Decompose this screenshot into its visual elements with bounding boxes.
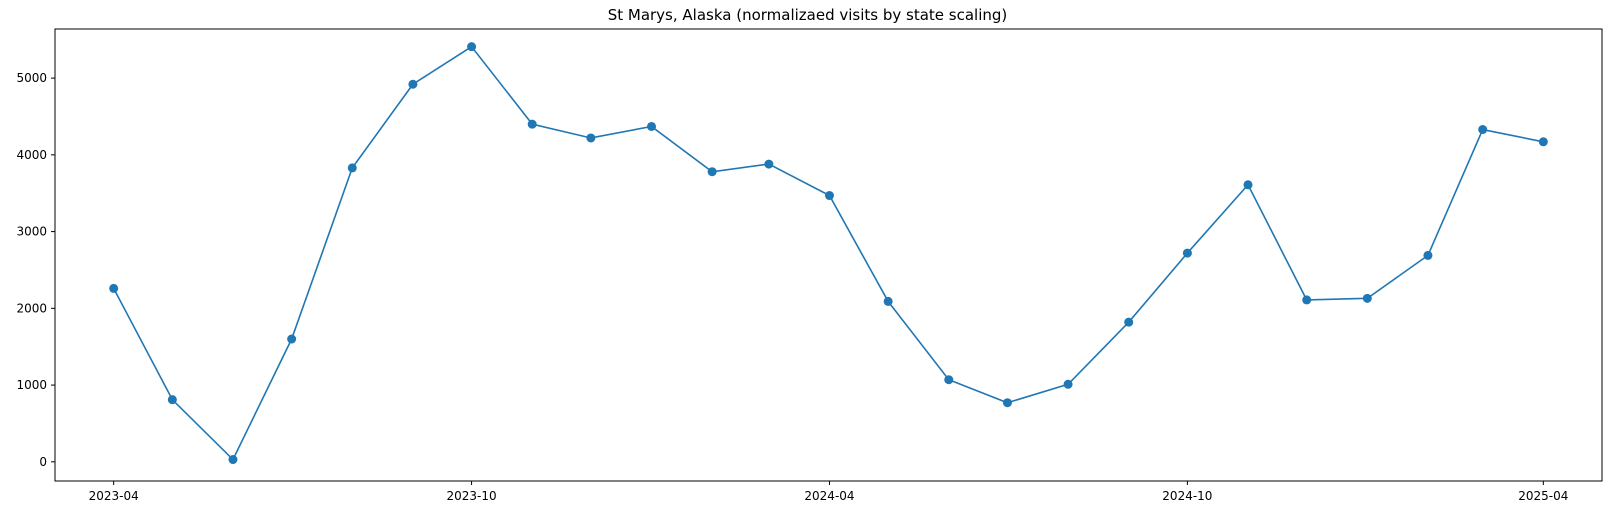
data-point xyxy=(228,455,238,465)
series-layer xyxy=(109,42,1548,465)
data-point xyxy=(824,191,834,201)
data-point xyxy=(1423,250,1433,260)
y-tick-label: 0 xyxy=(39,455,47,469)
y-tick-label: 5000 xyxy=(16,71,47,85)
data-point xyxy=(764,159,774,169)
x-tick-label: 2024-04 xyxy=(804,489,854,503)
data-point xyxy=(944,375,954,385)
data-point xyxy=(647,121,657,131)
data-point xyxy=(883,296,893,306)
data-point xyxy=(347,163,357,173)
data-point xyxy=(1002,398,1012,408)
x-tick-label: 2023-04 xyxy=(89,489,139,503)
y-tick-label: 1000 xyxy=(16,378,47,392)
data-point xyxy=(1124,317,1134,327)
chart-title: St Marys, Alaska (normalizaed visits by … xyxy=(607,6,1008,24)
y-tick-label: 3000 xyxy=(16,225,47,239)
data-point xyxy=(287,334,297,344)
data-point xyxy=(527,119,537,129)
y-tick-label: 2000 xyxy=(16,301,47,315)
data-point xyxy=(1302,295,1312,305)
data-point xyxy=(408,79,418,89)
x-tick-label: 2025-04 xyxy=(1518,489,1568,503)
x-tick-label: 2023-10 xyxy=(447,489,497,503)
data-point xyxy=(1182,248,1192,258)
data-point xyxy=(1243,180,1253,190)
y-tick-label: 4000 xyxy=(16,148,47,162)
data-point xyxy=(1538,137,1548,147)
data-point xyxy=(707,167,717,177)
data-point xyxy=(167,395,177,405)
data-point xyxy=(109,283,119,293)
data-point xyxy=(586,133,596,143)
y-axis: 0 1000 2000 3000 4000 5000 xyxy=(16,71,55,469)
data-point xyxy=(1063,379,1073,389)
plot-frame xyxy=(54,28,1603,482)
data-point xyxy=(467,42,477,52)
x-tick-label: 2024-10 xyxy=(1162,489,1212,503)
x-axis: 2023-04 2023-10 2024-04 2024-10 2025-04 xyxy=(89,481,1568,503)
data-point xyxy=(1478,125,1488,135)
data-point xyxy=(1362,293,1372,303)
